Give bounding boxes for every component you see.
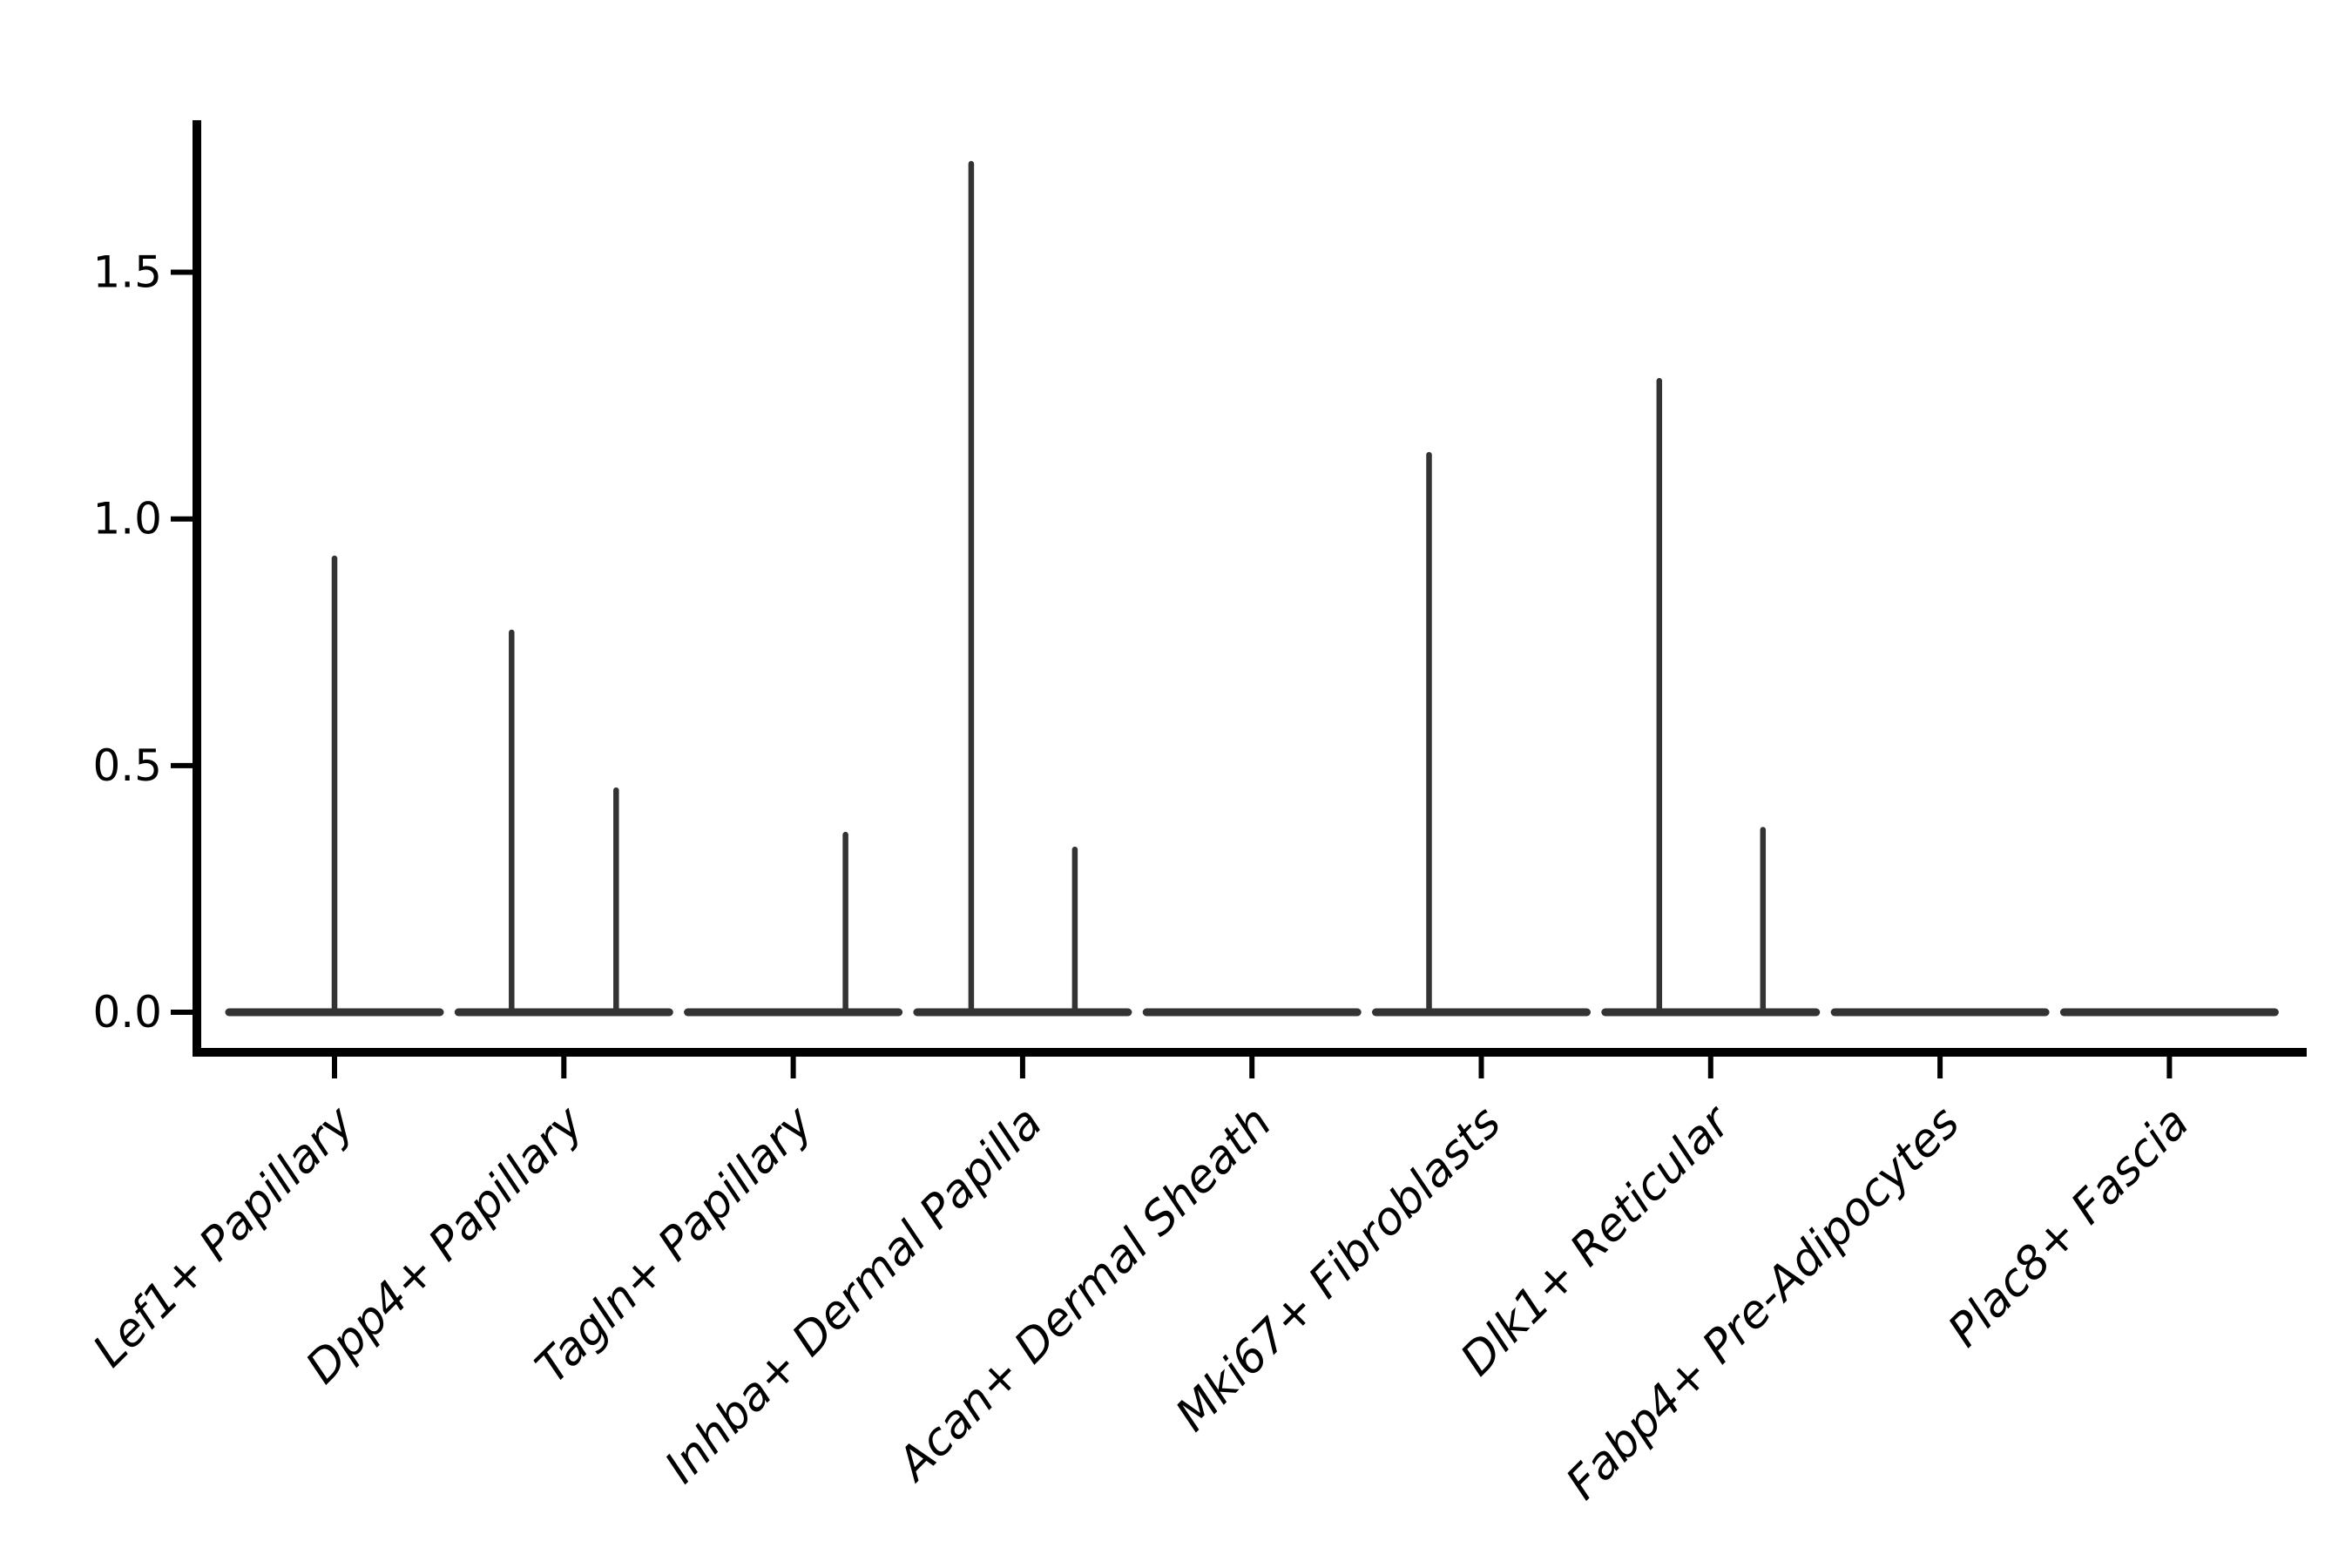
y-tick-label: 0.5 [92, 740, 162, 791]
y-tick-label: 1.5 [92, 247, 162, 298]
y-tick-label: 1.0 [92, 494, 162, 544]
y-tick-label: 0.0 [92, 987, 162, 1037]
